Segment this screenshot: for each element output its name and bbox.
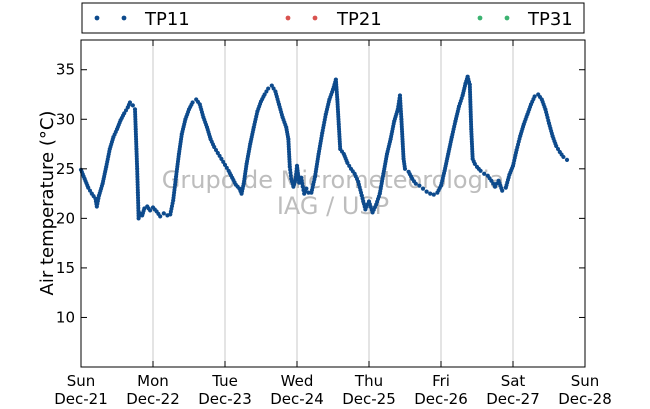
data-point <box>269 83 274 88</box>
data-point <box>299 175 304 180</box>
data-point <box>271 86 276 91</box>
data-point <box>306 190 311 195</box>
data-point <box>88 188 92 193</box>
data-point <box>161 211 166 216</box>
x-tick-label-date: Dec-24 <box>270 390 324 408</box>
data-point <box>148 208 153 213</box>
x-tick-label-date: Dec-21 <box>54 390 108 408</box>
data-point <box>287 164 292 169</box>
legend-label-tp11: TP11 <box>144 9 190 30</box>
y-tick-label: 10 <box>56 308 75 326</box>
data-point <box>561 154 566 160</box>
y-tick-label: 20 <box>56 209 75 227</box>
data-point <box>564 157 570 162</box>
x-tick-label-day: Mon <box>137 372 169 390</box>
data-point <box>158 214 163 219</box>
data-point <box>127 100 133 105</box>
legend-label-tp31: TP31 <box>527 9 573 30</box>
data-point <box>222 162 228 167</box>
series-tp11 <box>78 74 570 221</box>
legend-marker-tp21 <box>312 15 318 21</box>
data-point <box>347 163 352 168</box>
legend-entry-tp21[interactable]: TP21 <box>285 9 382 30</box>
data-point <box>428 191 433 196</box>
watermark: Grupo de Micrometeorologia IAG / USP <box>162 166 504 220</box>
y-tick-label: 15 <box>56 259 75 277</box>
data-point <box>300 184 305 189</box>
x-tick-label-date: Dec-26 <box>414 390 468 408</box>
data-point <box>402 166 408 171</box>
data-point <box>288 170 293 175</box>
legend-marker-tp11 <box>94 15 100 21</box>
data-point <box>556 147 560 151</box>
data-point <box>491 181 496 186</box>
x-tick-label-day: Tue <box>211 372 238 390</box>
x-tick-label-day: Wed <box>281 372 314 390</box>
y-tick-label: 25 <box>56 160 75 178</box>
data-point <box>492 184 498 189</box>
y-tick-label: 35 <box>56 61 75 79</box>
legend-marker-tp21 <box>285 15 291 21</box>
data-point <box>214 147 218 152</box>
data-point <box>482 171 487 176</box>
data-point <box>130 103 135 108</box>
data-point <box>122 111 127 116</box>
data-point <box>431 192 436 197</box>
x-tick-label-day: Fri <box>432 372 450 390</box>
data-point <box>266 86 271 91</box>
data-point <box>224 165 229 170</box>
data-point <box>299 178 304 183</box>
legend-box <box>81 2 585 34</box>
data-point <box>413 181 418 186</box>
watermark-line-1: Grupo de Micrometeorologia <box>162 166 504 194</box>
data-point <box>478 168 483 173</box>
data-point <box>190 100 195 105</box>
x-tick-label-date: Dec-22 <box>126 390 180 408</box>
x-tick-label-day: Sun <box>571 372 600 390</box>
legend: TP11 TP21 TP31 <box>81 2 585 34</box>
x-tick-label-date: Dec-25 <box>342 390 396 408</box>
legend-entry-tp11[interactable]: TP11 <box>94 9 190 30</box>
legend-marker-tp11 <box>121 15 127 21</box>
data-point <box>489 178 494 183</box>
data-point <box>424 189 429 194</box>
plot-frame <box>80 39 586 368</box>
y-axis: 10 15 20 25 30 35 <box>56 61 585 326</box>
data-point <box>500 188 505 193</box>
x-tick-label-date: Dec-28 <box>558 390 612 408</box>
x-tick-label-day: Thu <box>354 372 383 390</box>
data-point <box>219 156 224 162</box>
y-axis-title: Air temperature (°C) <box>37 111 58 296</box>
data-point <box>262 92 267 97</box>
data-point <box>345 160 350 165</box>
legend-marker-tp31 <box>504 15 510 21</box>
data-points <box>78 74 570 221</box>
data-point <box>264 89 269 94</box>
data-point <box>304 186 309 191</box>
data-point <box>472 161 477 166</box>
data-point <box>124 108 128 113</box>
legend-entry-tp31[interactable]: TP31 <box>477 9 573 30</box>
data-point <box>86 185 91 190</box>
x-tick-label-date: Dec-27 <box>486 390 540 408</box>
data-point <box>417 183 422 188</box>
data-point <box>532 94 537 99</box>
legend-marker-tp31 <box>477 15 483 21</box>
data-point <box>221 159 226 164</box>
data-point <box>215 150 220 156</box>
data-point <box>288 167 293 172</box>
data-point <box>554 143 559 149</box>
y-tick-label: 30 <box>56 110 75 128</box>
x-tick-label-day: Sat <box>501 372 526 390</box>
legend-label-tp21: TP21 <box>336 9 382 30</box>
x-tick-label-day: Sun <box>67 372 96 390</box>
data-point <box>217 153 222 158</box>
data-point <box>212 144 217 150</box>
data-point <box>420 186 426 191</box>
x-axis: SunDec-21MonDec-22TueDec-23WedDec-24ThuD… <box>54 40 612 408</box>
x-tick-label-date: Dec-23 <box>198 390 252 408</box>
